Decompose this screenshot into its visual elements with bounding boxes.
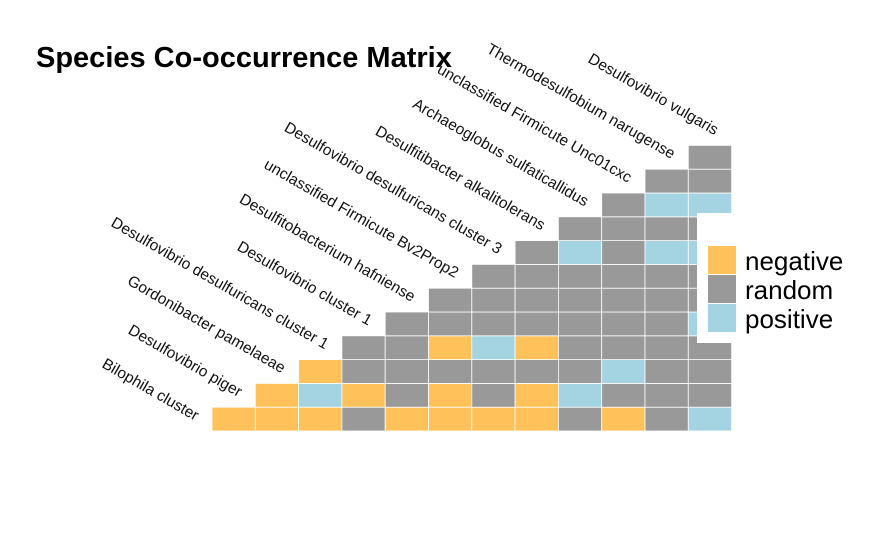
matrix-cell-positive (298, 382, 343, 408)
matrix-cell-random (601, 335, 646, 360)
species-label: Gordonibacter pamelaeae (124, 273, 288, 377)
matrix-cell-negative (514, 382, 559, 408)
matrix-cell-random (644, 168, 689, 194)
matrix-cell-random (601, 263, 646, 289)
matrix-cell-random (558, 263, 603, 289)
matrix-cell-random (471, 287, 516, 313)
matrix-cell-random (601, 382, 646, 408)
matrix-cell-random (384, 311, 429, 337)
matrix-cell-negative (298, 359, 343, 384)
matrix-cell-random (644, 335, 689, 360)
matrix-cell-random (601, 192, 646, 218)
matrix-cell-positive (644, 240, 689, 265)
matrix-cell-random (341, 359, 386, 384)
matrix-cell-random (471, 311, 516, 337)
matrix-cell-random (687, 359, 732, 384)
matrix-cell-positive (601, 359, 646, 384)
matrix-cell-random (384, 359, 429, 384)
matrix-cell-random (514, 240, 559, 265)
matrix-cell-random (428, 311, 473, 337)
legend-label-negative: negative (745, 246, 843, 276)
matrix-cell-negative (601, 406, 646, 432)
matrix-cell-negative (514, 335, 559, 360)
chart-title: Species Co-occurrence Matrix (36, 42, 452, 74)
matrix-cell-random (514, 359, 559, 384)
matrix-cell-positive (644, 192, 689, 218)
matrix-cell-random (341, 335, 386, 360)
legend-label-random: random (745, 275, 833, 305)
matrix-cell-random (558, 311, 603, 337)
matrix-cell-negative (514, 406, 559, 432)
matrix-cell-random (514, 287, 559, 313)
legend-swatch-random (708, 275, 736, 303)
matrix-cell-random (428, 287, 473, 313)
matrix-cell-random (601, 287, 646, 313)
matrix-cell-random (514, 263, 559, 289)
matrix-cell-positive (558, 382, 603, 408)
matrix-cell-random (644, 382, 689, 408)
matrix-cell-random (601, 311, 646, 337)
matrix-cell-random (644, 216, 689, 242)
matrix-cell-negative (428, 406, 473, 432)
matrix-cell-random (601, 216, 646, 242)
matrix-cell-negative (428, 382, 473, 408)
matrix-cell-random (514, 311, 559, 337)
legend-swatch-positive (708, 304, 736, 332)
matrix-cell-negative (298, 406, 343, 432)
matrix-cell-random (471, 359, 516, 384)
matrix-cell-negative (254, 382, 300, 408)
matrix-cell-random (687, 168, 732, 194)
matrix-cell-random (644, 311, 689, 337)
matrix-cell-positive (558, 240, 603, 265)
matrix-cell-random (384, 335, 429, 360)
matrix-cell-random (644, 359, 689, 384)
species-label: Desulfovibrio cluster 1 (234, 238, 375, 329)
matrix-cell-random (601, 240, 646, 265)
matrix-cell-random (558, 406, 603, 432)
matrix-cell-positive (687, 406, 732, 432)
matrix-cell-random (558, 287, 603, 313)
matrix-cell-negative (254, 406, 300, 432)
matrix-cell-random (644, 263, 689, 289)
matrix-cell-negative (341, 382, 386, 408)
matrix-cell-negative (428, 335, 473, 360)
matrix-cell-random (471, 382, 516, 408)
matrix-cell-random (644, 287, 689, 313)
matrix-cell-random (471, 263, 516, 289)
legend-label-positive: positive (745, 304, 833, 334)
matrix-cell-random (644, 406, 689, 432)
matrix-cell-random (341, 406, 386, 432)
matrix-cell-random (687, 382, 732, 408)
matrix-cell-random (558, 335, 603, 360)
matrix-cell-random (687, 144, 732, 170)
matrix-cell-random (558, 216, 603, 242)
matrix-cell-negative (211, 406, 256, 432)
matrix-cell-random (428, 359, 473, 384)
matrix-cell-random (558, 359, 603, 384)
matrix-cell-random (384, 382, 429, 408)
matrix-cell-negative (384, 406, 429, 432)
matrix-cell-positive (471, 335, 516, 360)
matrix-cell-negative (471, 406, 516, 432)
legend-swatch-negative (708, 246, 736, 274)
